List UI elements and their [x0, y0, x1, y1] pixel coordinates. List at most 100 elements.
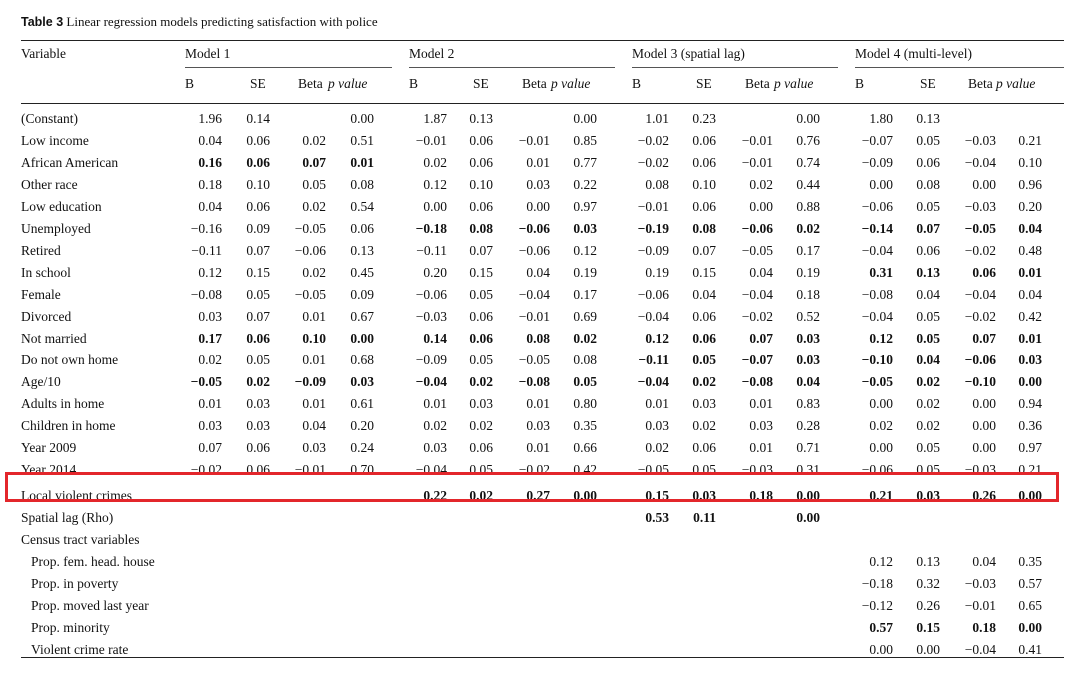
table-caption: Table 3 Linear regression models predict…	[21, 14, 378, 30]
table-cell: 0.07	[246, 242, 270, 258]
table-cell: 0.00	[972, 418, 996, 434]
table-cell: 0.53	[645, 510, 669, 526]
table-cell: 0.01	[645, 396, 669, 412]
table-cell: 0.35	[573, 418, 597, 434]
caption-label: Table 3	[21, 15, 64, 29]
table-cell: −0.01	[637, 198, 669, 214]
table-cell: 0.52	[796, 308, 820, 324]
table-cell: −0.04	[861, 308, 893, 324]
table-cell: −0.08	[190, 286, 222, 302]
table-cell: 0.19	[796, 264, 820, 280]
table-cell: −0.06	[294, 242, 326, 258]
table-cell: 0.07	[198, 440, 222, 456]
table-cell: 0.15	[469, 264, 493, 280]
table-cell: 0.04	[916, 286, 940, 302]
table-cell: 0.02	[469, 418, 493, 434]
table-cell: −0.02	[190, 462, 222, 472]
row-label: Other race	[21, 176, 78, 192]
model-underline	[855, 67, 1064, 68]
table-cell: 0.15	[692, 264, 716, 280]
row-label: In school	[21, 264, 71, 280]
table-cell: 0.06	[692, 440, 716, 456]
table-cell: 0.80	[573, 396, 597, 412]
table-cell: 0.04	[1018, 286, 1042, 302]
table-cell: −0.02	[518, 462, 550, 472]
table-cell: 0.03	[198, 308, 222, 324]
table-cell: 0.02	[246, 374, 270, 390]
table-cell: 0.08	[645, 176, 669, 192]
table-cell: 0.12	[869, 554, 893, 569]
table-cell: 0.00	[972, 440, 996, 456]
table-cell: 0.18	[198, 176, 222, 192]
table-cell: −0.16	[190, 220, 222, 236]
subhead-b: B	[855, 76, 865, 91]
table-cell: 0.07	[749, 330, 773, 346]
row-label: Census tract variables	[21, 532, 140, 548]
table-cell: −0.01	[294, 462, 326, 472]
table-cell: −0.06	[861, 198, 893, 214]
table-cell: 0.08	[692, 220, 716, 236]
table-cell: 0.32	[916, 575, 940, 591]
table-cell: 0.00	[526, 198, 550, 214]
table-cell: 0.12	[645, 330, 669, 346]
table-cell: 0.05	[246, 286, 270, 302]
table-cell: 0.05	[916, 308, 940, 324]
table-cell: 0.10	[692, 176, 716, 192]
table-cell: −0.10	[861, 352, 893, 368]
table-cell: 0.11	[693, 510, 716, 526]
table-cell: 0.04	[796, 374, 820, 390]
table-cell: 0.85	[573, 132, 597, 148]
table-cell: 0.67	[350, 308, 374, 324]
table-cell: 0.71	[796, 440, 820, 456]
table-cell: 0.09	[246, 220, 270, 236]
table-cell: −0.04	[964, 641, 996, 657]
table-cell: 0.04	[526, 264, 550, 280]
table-cell: 0.88	[796, 198, 820, 214]
table-cell: 1.80	[869, 111, 893, 126]
row-label: Adults in home	[21, 396, 105, 412]
table-cell: 0.04	[198, 198, 222, 214]
table-cell: 0.83	[796, 396, 820, 412]
table-cell: −0.05	[741, 242, 773, 258]
table-cell: 0.06	[692, 330, 716, 346]
table-cell: −0.11	[416, 242, 447, 258]
table-cell: 0.17	[198, 330, 222, 346]
top-rule	[21, 40, 1064, 41]
subhead-beta: Beta	[745, 76, 770, 91]
header-rule	[21, 103, 1064, 104]
table-cell: 0.02	[645, 440, 669, 456]
subhead-p-value: p value	[328, 76, 368, 91]
table-cell: 0.19	[573, 264, 597, 280]
table-cell: 0.03	[526, 176, 550, 192]
table-cell: 0.05	[692, 352, 716, 368]
table-cell: 0.03	[198, 418, 222, 434]
table-cell: 0.02	[302, 264, 326, 280]
table-cell: 0.51	[350, 132, 374, 148]
table-cell: 0.06	[469, 198, 493, 214]
row-label: Female	[21, 286, 61, 302]
table-cell: 0.00	[350, 330, 374, 346]
table-cell: 0.03	[246, 418, 270, 434]
table-cell: −0.05	[190, 374, 222, 390]
table-cell: −0.07	[861, 132, 893, 148]
table-cell: 0.01	[350, 154, 374, 170]
table-cell: 0.61	[350, 396, 374, 412]
table-cell: −0.10	[964, 374, 996, 390]
table-cell: 0.36	[1018, 418, 1042, 434]
table-cell: 0.05	[573, 374, 597, 390]
subhead-b: B	[185, 76, 195, 91]
row-label: Children in home	[21, 418, 116, 434]
table-cell: 0.03	[692, 396, 716, 412]
table-cell: 0.06	[692, 308, 716, 324]
table-cell: −0.05	[518, 352, 550, 368]
subhead-b: B	[632, 76, 642, 91]
table-cell: 0.13	[916, 554, 940, 569]
table-cell: −0.06	[415, 286, 447, 302]
table-cell: 0.42	[1018, 308, 1042, 324]
table-cell: 0.06	[469, 440, 493, 456]
table-cell: 0.00	[869, 440, 893, 456]
table-cell: −0.04	[518, 286, 550, 302]
table-cell: 0.01	[526, 396, 550, 412]
table-cell: −0.18	[861, 575, 893, 591]
table-cell: 0.06	[692, 154, 716, 170]
